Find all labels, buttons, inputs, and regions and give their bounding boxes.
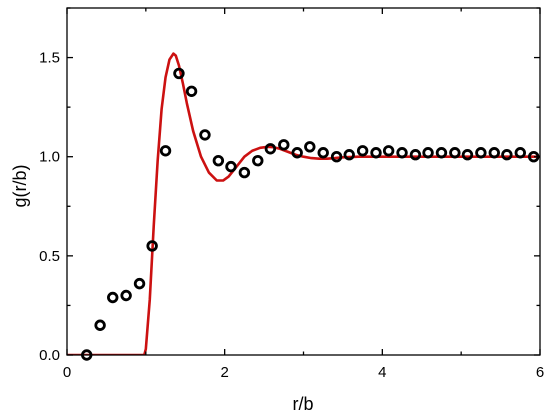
x-tick-label: 0 — [63, 364, 71, 381]
data-point — [461, 149, 474, 161]
data-point — [212, 154, 225, 167]
data-point — [488, 147, 500, 159]
data-point — [107, 291, 119, 304]
x-tick-label: 4 — [378, 364, 386, 381]
data-point — [225, 160, 237, 173]
data-point — [146, 240, 158, 252]
y-axis-label: g(r/b) — [10, 164, 30, 207]
data-point — [252, 154, 264, 167]
data-point — [159, 145, 172, 157]
data-point — [238, 166, 251, 179]
data-point — [382, 145, 395, 157]
data-point — [278, 139, 290, 151]
y-tick-label: 1.5 — [39, 50, 60, 67]
y-tick-label: 1.0 — [39, 149, 60, 166]
data-point — [264, 143, 277, 155]
data-point — [317, 147, 329, 159]
x-tick-label: 6 — [536, 364, 544, 381]
data-point — [501, 149, 513, 161]
data-point — [199, 129, 211, 141]
data-point — [356, 145, 369, 157]
data-point — [133, 277, 146, 290]
plot-area — [67, 52, 540, 361]
axes: 0 2 4 6 0.0 0.5 1.0 1.5 — [39, 7, 544, 381]
data-point — [514, 147, 526, 159]
y-tick-label: 0.5 — [39, 248, 60, 265]
data-point — [94, 319, 106, 331]
data-point — [330, 151, 343, 163]
data-point — [409, 149, 422, 161]
data-point — [291, 147, 303, 159]
data-point — [120, 289, 132, 302]
x-axis-label: r/b — [292, 394, 313, 414]
plot-frame — [66, 7, 541, 356]
data-point — [304, 141, 316, 153]
data-point — [475, 147, 487, 159]
x-tick-label: 2 — [220, 364, 228, 381]
data-point — [435, 147, 448, 159]
data-point — [370, 147, 382, 159]
data-point — [449, 147, 461, 159]
data-point — [422, 147, 434, 159]
data-point — [343, 149, 355, 161]
data-point — [173, 67, 185, 80]
series-line — [67, 52, 540, 355]
data-point — [185, 85, 198, 97]
y-tick-label: 0.0 — [39, 347, 60, 364]
data-point — [396, 147, 408, 159]
